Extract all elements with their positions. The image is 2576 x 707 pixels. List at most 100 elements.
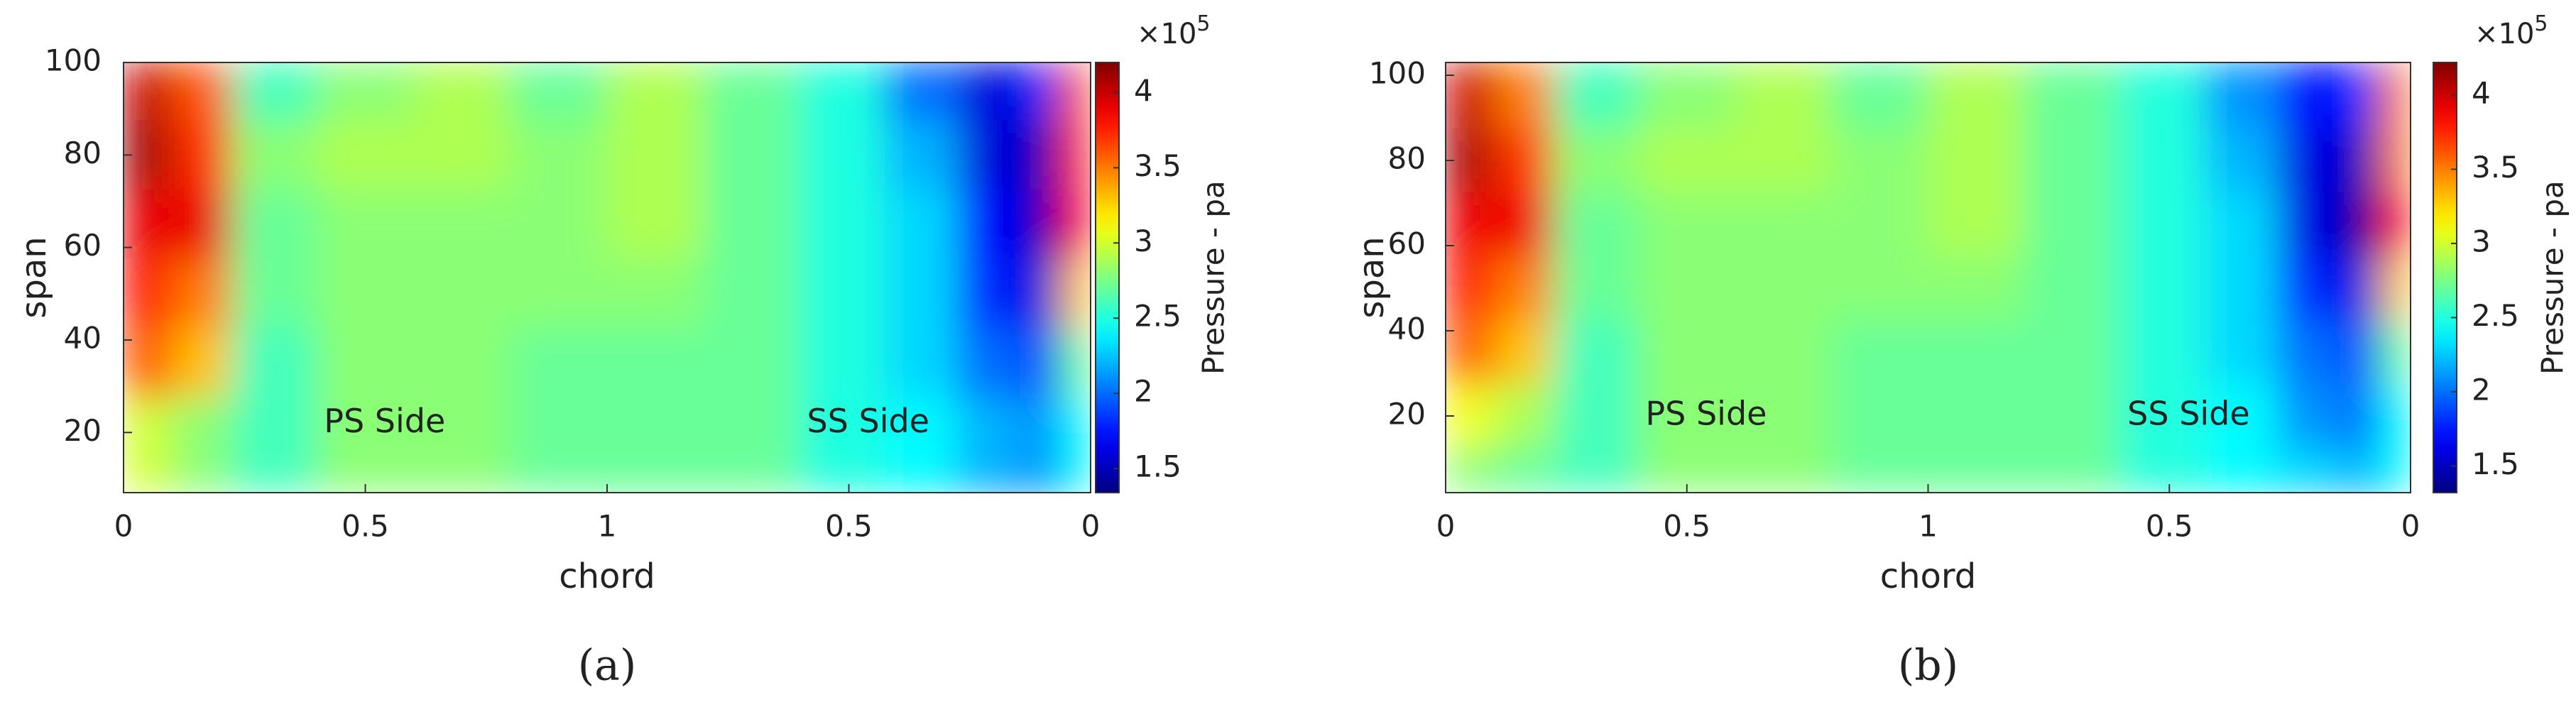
cell bbox=[1735, 128, 1833, 193]
cell bbox=[1928, 447, 2025, 493]
cell bbox=[413, 189, 511, 260]
cell bbox=[1554, 62, 1639, 129]
x-tick-label: 1 bbox=[1919, 509, 1938, 544]
cell bbox=[2277, 319, 2339, 385]
cell bbox=[1928, 319, 2025, 385]
cell bbox=[1059, 119, 1091, 190]
colorbar-tick-label: 2 bbox=[1134, 374, 1153, 409]
y-tick-label: 80 bbox=[1388, 141, 1426, 176]
colorbar-tick-label: 3.5 bbox=[2472, 150, 2519, 185]
cell bbox=[799, 189, 886, 260]
cell bbox=[316, 62, 415, 121]
cell bbox=[413, 119, 511, 190]
multiplier-exponent: 5 bbox=[2534, 11, 2548, 36]
colorbar bbox=[1095, 62, 1120, 493]
cell bbox=[1928, 62, 2025, 129]
y-tick-label: 20 bbox=[64, 413, 102, 448]
x-tick-label: 0 bbox=[1081, 509, 1101, 544]
cell bbox=[1059, 189, 1091, 260]
annotation: PS Side bbox=[1645, 395, 1767, 433]
cell bbox=[2024, 128, 2122, 193]
colorbar-tick-label: 2.5 bbox=[1134, 299, 1181, 334]
cell bbox=[1059, 258, 1091, 329]
cell bbox=[2337, 319, 2380, 385]
cell bbox=[2379, 383, 2411, 449]
field bbox=[1446, 62, 2411, 493]
cell bbox=[231, 189, 317, 260]
colorbar-tick-label: 3.5 bbox=[1134, 148, 1181, 183]
y-tick-label: 40 bbox=[64, 320, 102, 355]
cell bbox=[2337, 447, 2380, 493]
cell bbox=[606, 397, 704, 493]
cell bbox=[799, 62, 886, 121]
cell bbox=[510, 328, 608, 398]
cell bbox=[2120, 192, 2206, 257]
cell bbox=[957, 258, 1019, 329]
annotation: SS Side bbox=[2127, 395, 2250, 433]
cell bbox=[1446, 192, 1495, 257]
cell bbox=[1446, 62, 1495, 129]
cell bbox=[606, 328, 704, 398]
cell bbox=[1831, 192, 1928, 257]
cell bbox=[316, 189, 415, 260]
cell bbox=[510, 119, 608, 190]
cell bbox=[1017, 119, 1060, 190]
cell bbox=[2337, 192, 2380, 257]
cell bbox=[1554, 319, 1639, 385]
colorbar-tick-label: 3 bbox=[2472, 224, 2491, 258]
cell bbox=[1554, 383, 1639, 449]
cell bbox=[1928, 383, 2025, 449]
cell bbox=[2379, 256, 2411, 321]
cell bbox=[957, 62, 1019, 121]
multiplier-base: ×10 bbox=[1137, 18, 1196, 50]
cell bbox=[2024, 383, 2122, 449]
cell bbox=[124, 328, 173, 398]
cell bbox=[316, 328, 415, 398]
annotation: PS Side bbox=[324, 402, 445, 440]
colorbar-multiplier: ×105 bbox=[2474, 11, 2548, 51]
cell bbox=[1831, 256, 1928, 321]
cell bbox=[957, 328, 1019, 398]
x-axis-label: chord bbox=[1880, 557, 1977, 596]
cell bbox=[1493, 128, 1555, 193]
x-axis-label: chord bbox=[559, 557, 655, 596]
cell bbox=[2120, 128, 2206, 193]
cell bbox=[799, 258, 886, 329]
cell bbox=[1446, 256, 1495, 321]
cell bbox=[2205, 128, 2278, 193]
y-axis-label: span bbox=[1352, 236, 1392, 318]
cell bbox=[1554, 192, 1639, 257]
cell bbox=[2337, 128, 2380, 193]
cell bbox=[231, 62, 317, 121]
cell bbox=[2120, 256, 2206, 321]
cell bbox=[1831, 447, 1928, 493]
cell bbox=[510, 189, 608, 260]
cell bbox=[2024, 256, 2122, 321]
cell bbox=[606, 189, 704, 260]
colorbar-tick-label: 1.5 bbox=[2472, 446, 2519, 481]
cell bbox=[2205, 256, 2278, 321]
cell bbox=[1493, 62, 1555, 129]
cell bbox=[2205, 383, 2278, 449]
cell bbox=[231, 397, 317, 493]
cell bbox=[124, 258, 173, 329]
cell bbox=[2277, 192, 2339, 257]
cell bbox=[171, 189, 233, 260]
colorbar-multiplier: ×105 bbox=[1137, 11, 1211, 51]
cell bbox=[1446, 319, 1495, 385]
cell bbox=[1446, 447, 1495, 493]
field-clip bbox=[124, 62, 1091, 493]
cell bbox=[2120, 447, 2206, 493]
multiplier-exponent: 5 bbox=[1196, 11, 1210, 36]
cell bbox=[1928, 192, 2025, 257]
cell bbox=[316, 397, 415, 493]
cell bbox=[171, 397, 233, 493]
cell bbox=[2277, 256, 2339, 321]
cell bbox=[1735, 447, 1833, 493]
y-tick-label: 60 bbox=[1388, 226, 1426, 261]
y-tick-label: 20 bbox=[1388, 397, 1426, 432]
cell bbox=[413, 62, 511, 121]
cell bbox=[2337, 383, 2380, 449]
cell bbox=[799, 119, 886, 190]
